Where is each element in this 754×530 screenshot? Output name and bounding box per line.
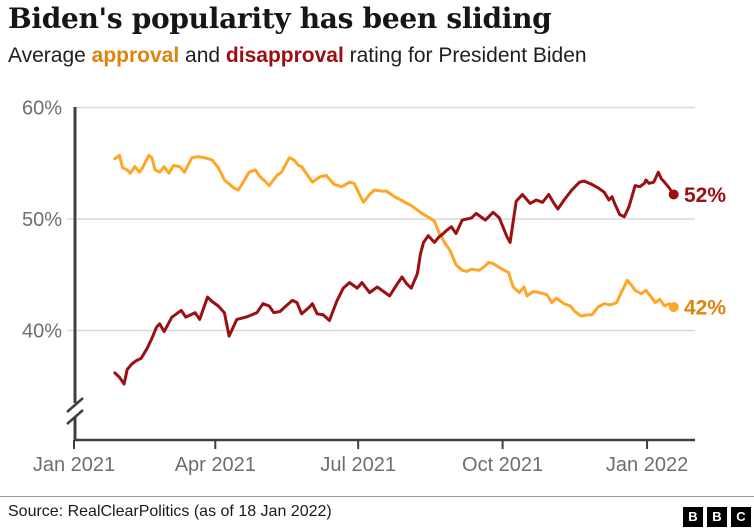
- y-tick-label: 40%: [22, 321, 62, 343]
- footer-divider: [0, 496, 754, 497]
- x-tick-label: Jan 2022: [606, 454, 688, 476]
- approval-end-label: 42%: [684, 297, 726, 320]
- bbc-logo-letter-1: B: [683, 507, 703, 527]
- disapproval-end-dot: [668, 189, 679, 200]
- x-tick-label: Jan 2021: [33, 454, 115, 476]
- subtitle-text-suffix: rating for President Biden: [343, 44, 587, 67]
- bbc-logo-letter-2: B: [707, 507, 727, 527]
- x-tick-label: Apr 2021: [175, 454, 256, 476]
- approval-end-dot: [668, 302, 679, 313]
- disapproval-line: [113, 170, 676, 386]
- axis-break-slash: [66, 409, 84, 425]
- subtitle-approval-word: approval: [91, 44, 180, 67]
- bbc-logo-letter-3: C: [731, 507, 751, 527]
- subtitle-disapproval-word: disapproval: [225, 44, 344, 67]
- axis-break-slash: [66, 397, 84, 413]
- y-tick-label: 60%: [22, 98, 62, 120]
- bbc-logo: B B C: [683, 507, 751, 527]
- x-tick-label: Oct 2021: [462, 454, 543, 476]
- x-tick-label: Jul 2021: [320, 454, 396, 476]
- y-tick-label: 50%: [22, 209, 62, 231]
- source-caption: Source: RealClearPolitics (as of 18 Jan …: [8, 503, 332, 520]
- subtitle-text-prefix: Average: [8, 44, 92, 67]
- chart-subtitle: Average approval and disapproval rating …: [8, 44, 587, 68]
- subtitle-text-middle: and: [179, 44, 226, 67]
- page-title: Biden's popularity has been sliding: [8, 2, 552, 35]
- disapproval-end-label: 52%: [684, 184, 726, 207]
- approval-line: [113, 153, 676, 318]
